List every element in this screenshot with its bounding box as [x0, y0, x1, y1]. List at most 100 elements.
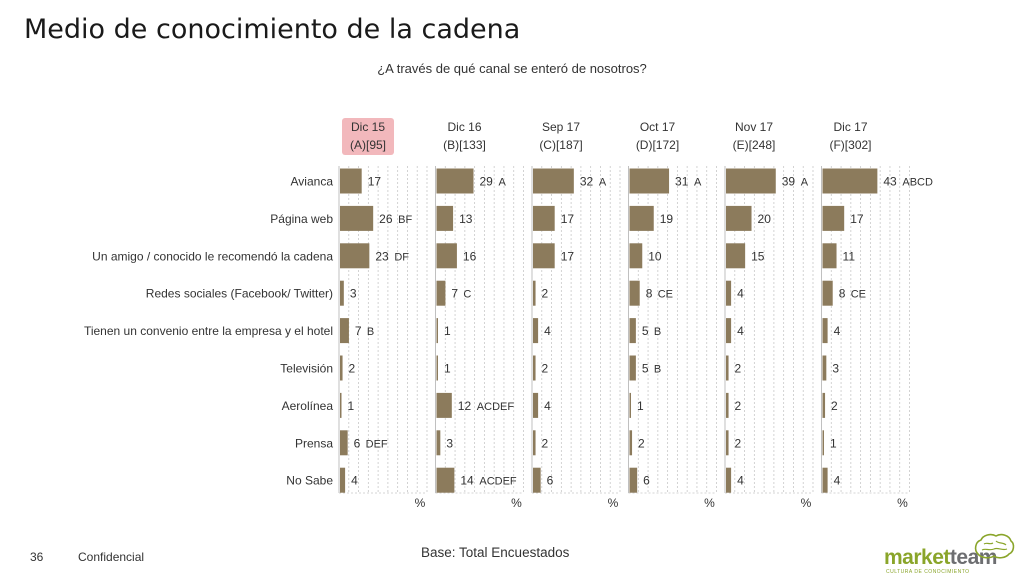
- data-label: 20: [758, 212, 772, 226]
- data-label: 2: [735, 399, 742, 413]
- bar: [340, 430, 348, 456]
- data-label: 4: [834, 474, 841, 488]
- bar: [629, 430, 633, 456]
- bar: [533, 355, 536, 381]
- bar: [436, 205, 454, 231]
- data-label: 15: [751, 249, 765, 263]
- data-label: 7: [355, 324, 362, 338]
- logo-wordmark: marketteam: [884, 546, 997, 570]
- unit-label: %: [801, 496, 812, 510]
- series-name: Dic 15: [351, 120, 385, 134]
- series-base: (E)[248]: [733, 138, 776, 152]
- chart-subtitle: ¿A través de qué canal se enteró de noso…: [0, 61, 1024, 76]
- unit-label: %: [415, 496, 426, 510]
- bar: [533, 168, 574, 194]
- bar: [726, 467, 732, 493]
- data-label: 4: [834, 324, 841, 338]
- series-base: (D)[172]: [636, 138, 679, 152]
- data-label: 29: [480, 175, 494, 189]
- bar: [340, 280, 344, 306]
- category-label: Página web: [270, 212, 333, 226]
- bar: [436, 280, 446, 306]
- data-label: 1: [444, 324, 451, 338]
- data-label: 4: [544, 324, 551, 338]
- data-label: 2: [542, 436, 549, 450]
- bar: [629, 355, 636, 381]
- significance-label: A: [499, 177, 507, 189]
- bar: [822, 205, 845, 231]
- data-label: 2: [349, 362, 356, 376]
- data-label: 1: [348, 399, 355, 413]
- series-base: (C)[187]: [539, 138, 582, 152]
- logo-team-text: team: [949, 546, 998, 569]
- bar: [533, 430, 536, 456]
- significance-label: B: [367, 326, 374, 338]
- bar: [340, 392, 342, 418]
- bar: [822, 318, 828, 344]
- data-label: 3: [350, 287, 357, 301]
- data-label: 2: [831, 399, 838, 413]
- bar: [822, 280, 833, 306]
- data-label: 39: [782, 175, 796, 189]
- data-label: 26: [379, 212, 393, 226]
- bar: [726, 243, 746, 269]
- base-note: Base: Total Encuestados: [421, 545, 570, 560]
- data-label: 32: [580, 175, 594, 189]
- category-label: Avianca: [291, 175, 334, 189]
- data-label: 1: [444, 362, 451, 376]
- significance-label: A: [801, 177, 809, 189]
- significance-label: ABCD: [902, 177, 933, 189]
- bar: [436, 243, 457, 269]
- bar: [822, 243, 837, 269]
- category-label: No Sabe: [286, 474, 333, 488]
- logo-tagline: CULTURA DE CONOCIMIENTO: [886, 569, 970, 575]
- bar: [436, 318, 438, 344]
- significance-label: CE: [851, 289, 866, 301]
- bar: [726, 318, 732, 344]
- bar: [533, 392, 539, 418]
- significance-label: ACDEF: [477, 401, 515, 413]
- data-label: 5: [642, 362, 649, 376]
- unit-label: %: [511, 496, 522, 510]
- series-name: Dic 16: [447, 120, 481, 134]
- bar: [822, 392, 826, 418]
- bar: [629, 205, 654, 231]
- data-label: 1: [637, 399, 644, 413]
- bar: [340, 168, 362, 194]
- bar: [726, 168, 776, 194]
- data-label: 2: [542, 362, 549, 376]
- bar: [629, 392, 631, 418]
- data-label: 23: [375, 249, 389, 263]
- highlight-box: [342, 118, 394, 155]
- marketteam-logo: marketteam CULTURA DE CONOCIMIENTO: [884, 532, 1016, 576]
- bar: [340, 243, 370, 269]
- bar: [533, 318, 539, 344]
- data-label: 4: [737, 324, 744, 338]
- data-label: 4: [544, 399, 551, 413]
- data-label: 2: [735, 362, 742, 376]
- significance-label: A: [694, 177, 702, 189]
- data-label: 7: [451, 287, 458, 301]
- bar: [726, 392, 729, 418]
- bar: [822, 168, 878, 194]
- data-label: 17: [850, 212, 864, 226]
- bar: [726, 355, 729, 381]
- chart-subtitle-text: ¿A través de qué canal se enteró de noso…: [377, 61, 647, 76]
- data-label: 2: [542, 287, 549, 301]
- bar: [726, 205, 752, 231]
- category-label: Tienen un convenio entre la empresa y el…: [84, 324, 333, 338]
- bar: [822, 467, 828, 493]
- series-name: Sep 17: [542, 120, 580, 134]
- bar: [340, 205, 374, 231]
- significance-label: ACDEF: [479, 476, 517, 488]
- series-name: Nov 17: [735, 120, 773, 134]
- unit-label: %: [608, 496, 619, 510]
- significance-label: DEF: [366, 438, 388, 450]
- bar: [436, 430, 441, 456]
- significance-label: BF: [398, 214, 412, 226]
- page-title: Medio de conocimiento de la cadena: [24, 14, 521, 45]
- series-name: Oct 17: [640, 120, 676, 134]
- bar: [533, 467, 541, 493]
- data-label: 13: [459, 212, 473, 226]
